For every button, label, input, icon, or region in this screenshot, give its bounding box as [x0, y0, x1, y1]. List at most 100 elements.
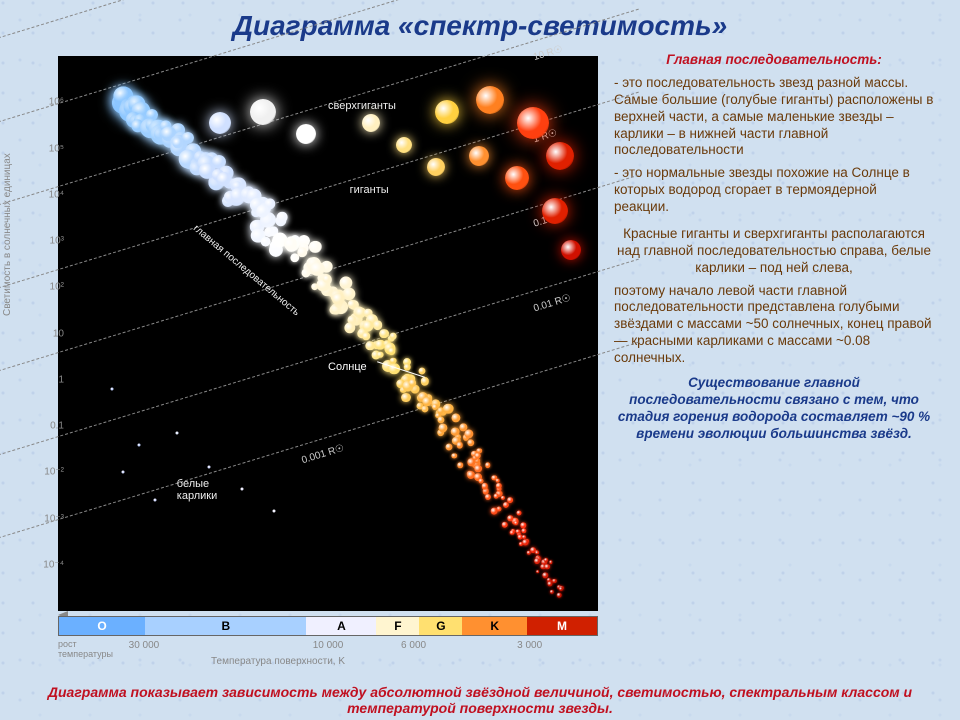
x-tick: 10 000	[313, 640, 344, 651]
star-point	[362, 333, 369, 340]
star-point	[505, 166, 529, 190]
description-panel: Главная последовательность: - это послед…	[608, 46, 948, 676]
star-point	[362, 114, 380, 132]
star-point	[507, 497, 513, 503]
star-point	[494, 494, 499, 499]
y-tick: 10	[53, 328, 64, 339]
star-point	[401, 393, 411, 403]
star-point	[451, 428, 460, 437]
star-point	[517, 510, 522, 515]
star-point	[457, 463, 462, 468]
y-tick: 10⁻²	[44, 467, 64, 478]
radius-label: 10 R☉	[532, 44, 564, 63]
star-point	[544, 564, 549, 569]
footer-caption: Диаграмма показывает зависимость между а…	[0, 684, 960, 716]
y-tick: 10⁴	[49, 189, 64, 200]
star-point	[445, 444, 452, 451]
x-tick: 3 000	[517, 640, 542, 651]
star-point	[345, 322, 356, 333]
star-point	[534, 558, 540, 564]
spectral-segment: K	[462, 617, 527, 635]
star-point	[256, 205, 269, 218]
star-point	[490, 507, 497, 514]
star-point	[390, 358, 397, 365]
region-label: гиганты	[350, 184, 389, 196]
star-point	[111, 388, 114, 391]
star-point	[500, 496, 504, 500]
star-point	[485, 462, 491, 468]
star-point	[273, 510, 276, 513]
page-title: Диаграмма «спектр-светимость»	[0, 0, 960, 46]
star-point	[277, 212, 288, 223]
x-axis-label: Температура поверхности, K	[211, 656, 345, 667]
y-tick: 10⁻⁴	[43, 559, 64, 570]
star-point	[379, 329, 389, 339]
radius-isoline	[0, 341, 639, 539]
star-point	[396, 137, 412, 153]
star-point	[250, 99, 276, 125]
star-point	[175, 432, 178, 435]
star-point	[264, 227, 274, 237]
desc-p2b: поэтому начало левой части главной после…	[614, 283, 934, 367]
spectral-class-bar: OBAFGKM	[58, 616, 598, 636]
spectral-segment: A	[306, 617, 376, 635]
y-tick: 10⁵	[49, 143, 64, 154]
star-point	[475, 452, 481, 458]
star-point	[309, 240, 321, 252]
star-point	[421, 406, 428, 413]
star-point	[240, 487, 243, 490]
star-point	[439, 424, 448, 433]
star-point	[418, 368, 425, 375]
region-label: сверхгиганты	[328, 100, 396, 112]
star-point	[526, 551, 530, 555]
star-point	[510, 530, 515, 535]
region-label: белыекарлики	[177, 478, 217, 502]
star-point	[456, 442, 462, 448]
star-point	[154, 499, 157, 502]
star-point	[522, 535, 526, 539]
star-point	[485, 494, 491, 500]
star-point	[427, 158, 445, 176]
star-point	[502, 502, 508, 508]
main-seq-header: Главная последовательность:	[614, 52, 934, 69]
radius-label: 0.001 R☉	[300, 443, 345, 466]
star-point	[464, 430, 473, 439]
star-point	[517, 107, 549, 139]
star-point	[388, 348, 396, 356]
hr-diagram: 1000 R☉100 R☉10 R☉1 R☉0.1 R☉0.01 R☉0.001…	[8, 46, 608, 676]
star-point	[467, 439, 474, 446]
star-point	[546, 142, 574, 170]
star-point	[121, 471, 124, 474]
desc-p2: Красные гиганты и сверхгиганты располага…	[614, 226, 934, 277]
star-point	[521, 523, 526, 528]
star-point	[209, 112, 231, 134]
spectral-segment: B	[145, 617, 306, 635]
star-point	[515, 521, 519, 525]
y-tick: 10³	[50, 236, 64, 247]
star-point	[296, 124, 316, 144]
x-tick: 30 000	[129, 640, 160, 651]
star-point	[451, 453, 456, 458]
star-point	[451, 413, 460, 422]
y-tick: 10⁶	[49, 97, 64, 108]
star-point	[552, 579, 556, 583]
y-axis-label: Светимость в солнечных единицах	[2, 153, 13, 316]
star-point	[422, 397, 432, 407]
y-tick: 10²	[50, 282, 64, 293]
y-tick: 0.1	[50, 421, 64, 432]
star-point	[409, 379, 417, 387]
star-point	[420, 377, 428, 385]
spectral-segment: F	[376, 617, 419, 635]
star-point	[437, 416, 444, 423]
star-point	[557, 593, 562, 598]
desc-p3: Существование главной последовательности…	[614, 375, 934, 443]
star-point	[377, 352, 384, 359]
star-point	[390, 333, 397, 340]
star-point	[297, 248, 307, 258]
star-point	[559, 587, 563, 591]
star-point	[502, 522, 508, 528]
desc-p1a: - это последовательность звезд разной ма…	[614, 75, 934, 159]
star-point	[544, 558, 548, 562]
star-point	[443, 403, 453, 413]
star-point	[550, 589, 554, 593]
